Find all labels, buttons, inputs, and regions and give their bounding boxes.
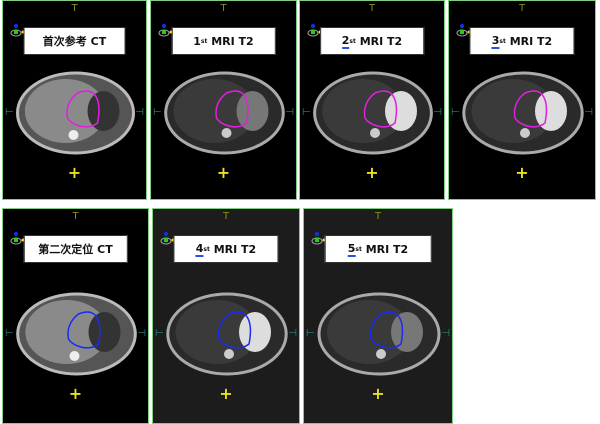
scan-index-suffix: st <box>200 37 208 45</box>
scan-image <box>449 63 595 163</box>
top-marker: T <box>72 211 79 222</box>
top-marker: T <box>518 3 526 14</box>
right-marker: ⊣ <box>288 328 297 339</box>
target-contour <box>513 90 548 128</box>
scan-label-text: MRI T2 <box>207 34 254 48</box>
scan-index: 3 <box>491 33 500 49</box>
panel-ct-first[interactable]: T 首次参考 CT ⊢ ⊣ + <box>2 0 147 200</box>
top-marker: T <box>368 3 376 14</box>
scan-image <box>3 63 146 163</box>
center-crosshair: + <box>216 163 231 182</box>
target-contour <box>66 90 100 128</box>
scan-index-suffix: st <box>349 37 356 45</box>
target-contour <box>369 311 404 349</box>
left-marker: ⊢ <box>153 107 162 118</box>
right-marker: ⊣ <box>135 107 144 118</box>
scan-label-text: 第二次定位 CT <box>38 243 113 256</box>
scan-label-text: MRI T2 <box>505 34 553 48</box>
left-marker: ⊢ <box>5 328 14 339</box>
top-marker: T <box>71 3 78 14</box>
center-crosshair: + <box>67 163 82 182</box>
scan-index: 5 <box>347 241 356 257</box>
scan-index: 2 <box>341 33 350 49</box>
left-marker: ⊢ <box>155 328 164 339</box>
scan-index: 1 <box>193 34 201 48</box>
target-contour <box>215 90 249 128</box>
scan-index-suffix: st <box>203 245 210 253</box>
scan-label-text: 首次参考 CT <box>42 35 107 48</box>
scan-label: 首次参考 CT <box>23 27 126 55</box>
target-contour <box>67 311 101 349</box>
center-crosshair: + <box>68 384 83 403</box>
center-crosshair: + <box>371 384 385 403</box>
left-marker: ⊢ <box>306 328 315 339</box>
top-marker: T <box>220 3 227 14</box>
right-marker: ⊣ <box>584 107 593 118</box>
target-contour <box>217 311 252 349</box>
left-marker: ⊢ <box>302 107 311 118</box>
scan-label-text: MRI T2 <box>355 34 403 48</box>
scan-index: 4 <box>195 241 204 257</box>
scan-label: 第二次定位 CT <box>23 235 128 263</box>
scan-image <box>151 63 296 163</box>
scan-image <box>304 284 452 384</box>
center-crosshair: + <box>515 163 529 182</box>
scan-label-text: MRI T2 <box>209 242 257 256</box>
scan-index-suffix: st <box>355 245 362 253</box>
left-marker: ⊢ <box>451 107 460 118</box>
top-marker: T <box>374 211 382 222</box>
right-marker: ⊣ <box>285 107 294 118</box>
scan-label-text: MRI T2 <box>361 242 409 256</box>
scan-image <box>300 63 444 163</box>
center-crosshair: + <box>219 384 233 403</box>
scan-image <box>153 284 299 384</box>
target-contour <box>363 90 398 128</box>
top-marker: T <box>222 211 230 222</box>
right-marker: ⊣ <box>433 107 442 118</box>
scan-index-suffix: st <box>499 37 506 45</box>
orientation-icon <box>306 23 322 39</box>
scan-image <box>3 284 148 384</box>
right-marker: ⊣ <box>441 328 450 339</box>
orientation-icon <box>9 231 25 247</box>
center-crosshair: + <box>365 163 379 182</box>
left-marker: ⊢ <box>5 107 14 118</box>
panel-ct-second[interactable]: T 第二次定位 CT ⊢ ⊣ + <box>2 208 149 424</box>
right-marker: ⊣ <box>137 328 146 339</box>
orientation-icon <box>310 231 326 247</box>
